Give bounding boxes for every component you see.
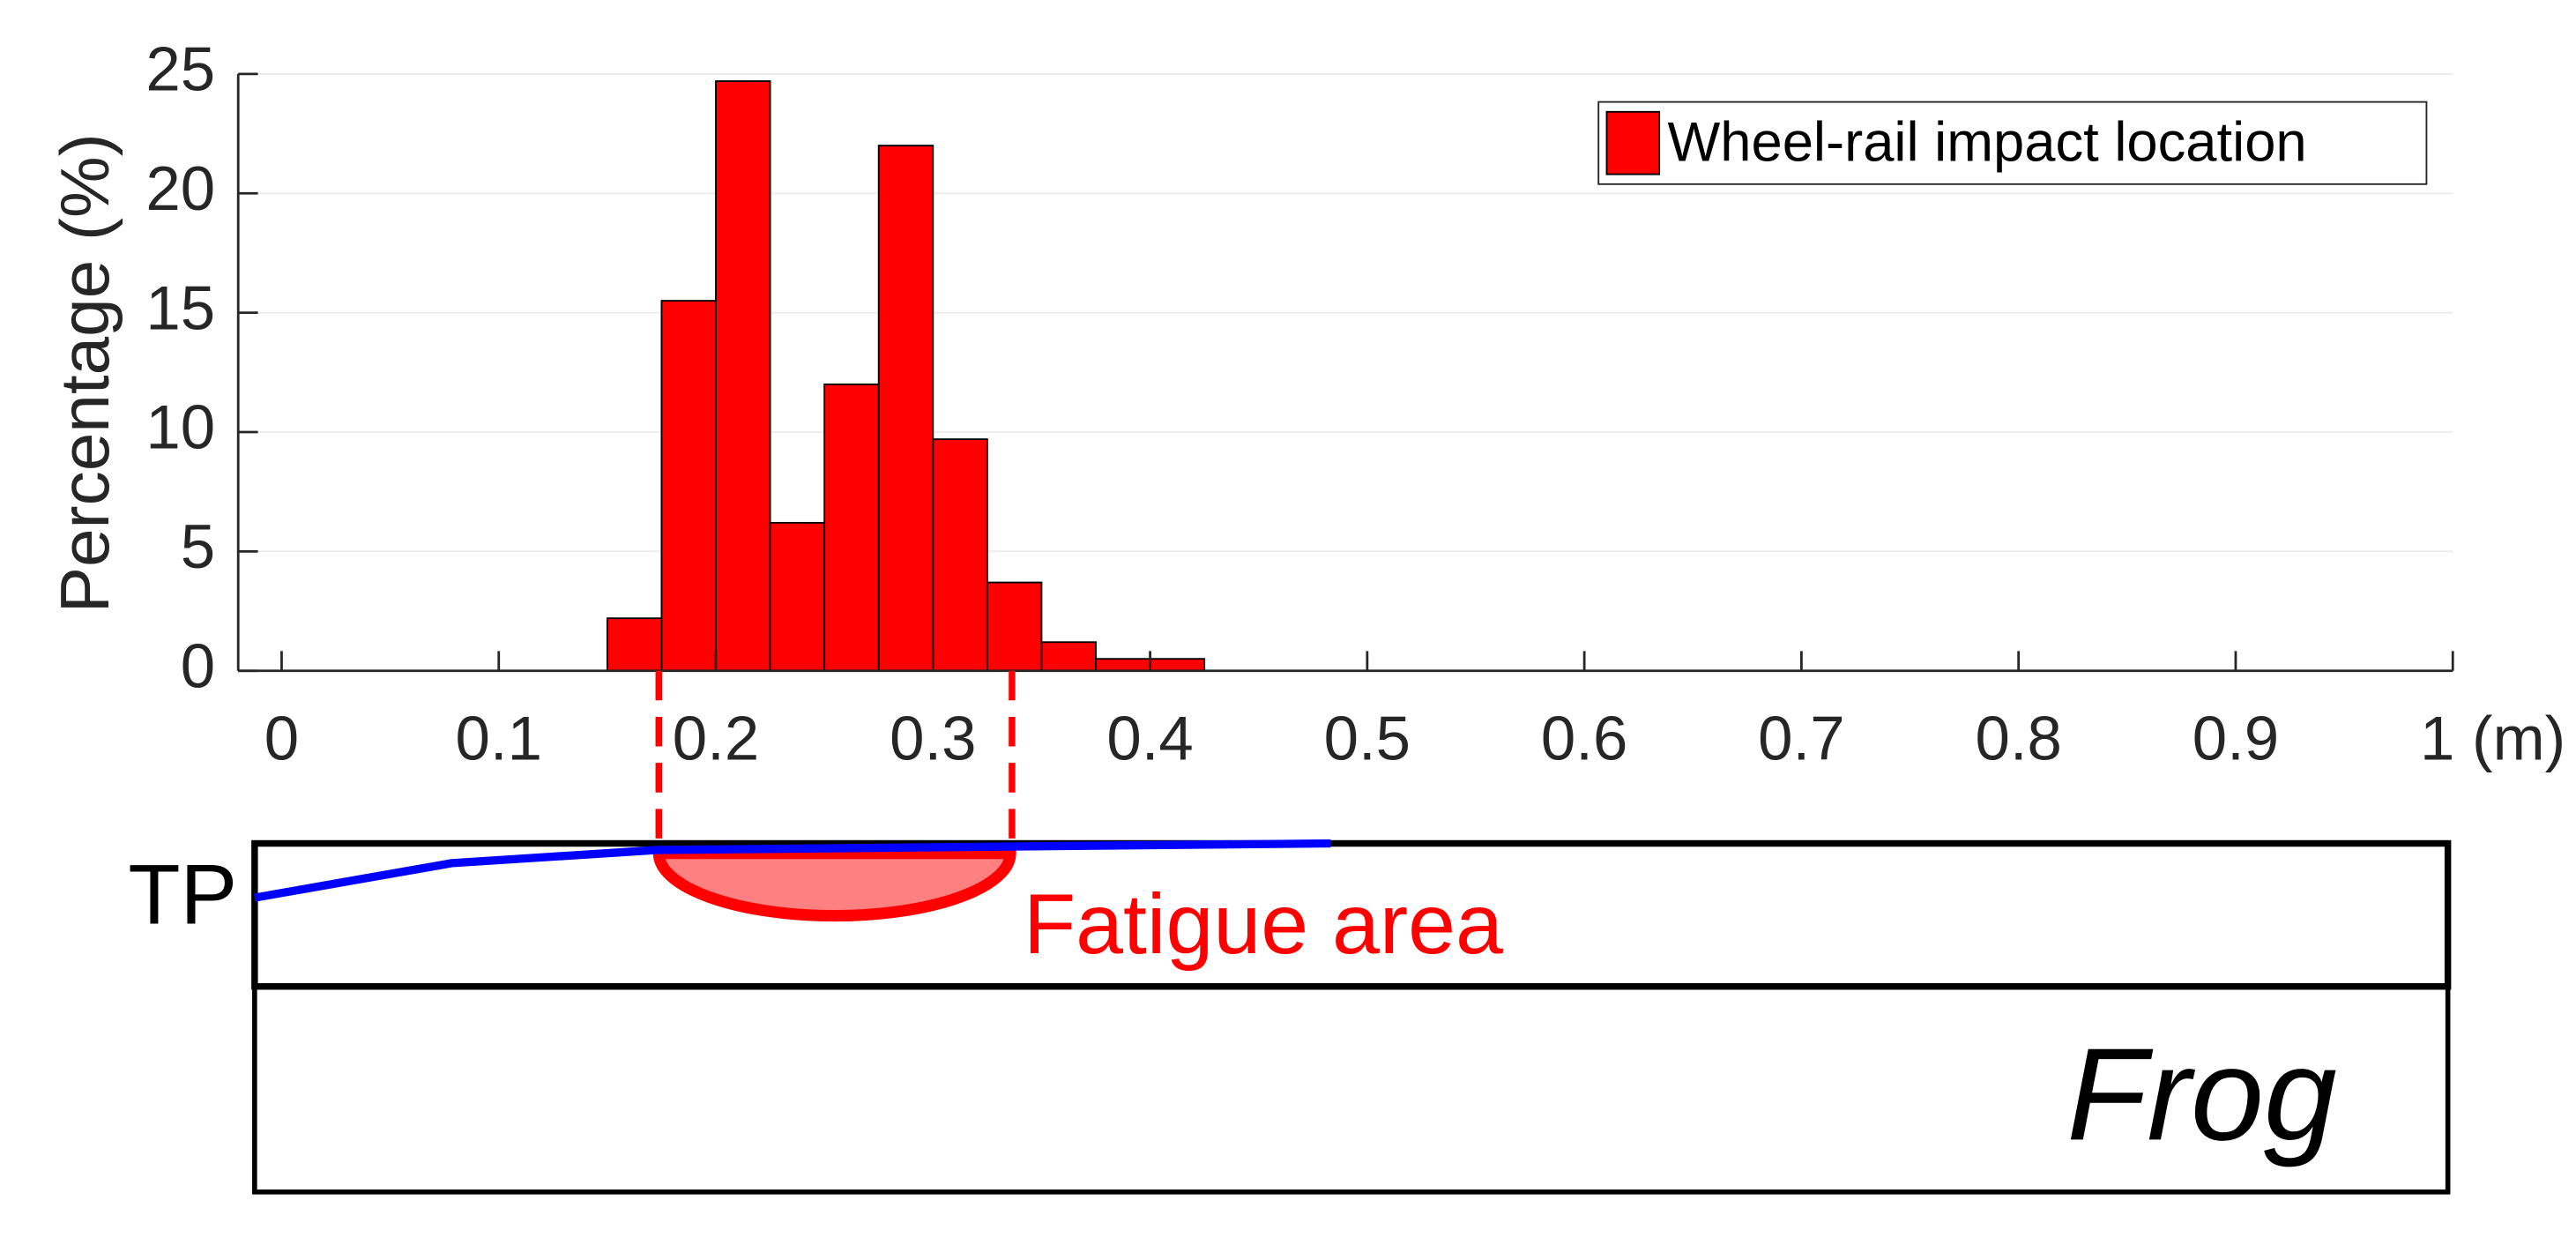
legend-swatch <box>1605 110 1661 175</box>
bar <box>606 617 663 672</box>
x-tick-label: 0.8 <box>1975 704 2061 773</box>
y-axis-label: Percentage (%) <box>46 133 123 613</box>
bar <box>986 581 1043 672</box>
x-tick-label: 0.4 <box>1106 704 1193 773</box>
y-tick-label: 25 <box>145 35 215 105</box>
y-tick-label: 10 <box>145 393 215 463</box>
bar <box>932 438 988 672</box>
tp-label: TP <box>128 846 237 942</box>
fatigue-label: Fatigue area <box>1024 876 1503 972</box>
x-tick-label: 1 (m) <box>2420 704 2565 773</box>
y-tick-label: 0 <box>181 631 215 701</box>
bar <box>823 383 880 672</box>
y-tick-label: 20 <box>145 154 215 224</box>
x-tick-label: 0.5 <box>1324 704 1411 773</box>
x-tick-label: 0 <box>264 704 299 773</box>
bar <box>769 521 826 672</box>
ticks: 0 5 10 15 20 25 0 0.1 0.2 0.3 0.4 0.5 0.6 0.7 0.8 0.9 1 … <box>145 35 2565 774</box>
bar <box>715 80 771 672</box>
bar <box>1149 658 1206 672</box>
frog-label: Frog <box>2066 1020 2337 1167</box>
x-tick-label: 0.9 <box>2193 704 2279 773</box>
legend: Wheel-rail impact location <box>1597 101 2428 185</box>
bar <box>660 300 717 672</box>
bars <box>606 80 1206 672</box>
x-tick-label: 0.1 <box>456 704 542 773</box>
frog-box <box>252 983 2451 1195</box>
y-tick-label: 5 <box>181 512 215 582</box>
bar <box>1040 641 1097 672</box>
x-tick-label: 0.7 <box>1758 704 1844 773</box>
wheel-profile <box>254 839 1331 902</box>
legend-label: Wheel-rail impact location <box>1667 112 2306 174</box>
x-tick-label: 0.6 <box>1541 704 1627 773</box>
x-tick-label: 0.2 <box>673 704 759 773</box>
fatigue-area <box>652 847 1016 922</box>
y-tick-label: 15 <box>145 273 215 343</box>
bar <box>877 145 934 672</box>
x-tick-label: 0.3 <box>890 704 976 773</box>
bar <box>1095 658 1151 672</box>
legend-box <box>1597 101 2428 185</box>
